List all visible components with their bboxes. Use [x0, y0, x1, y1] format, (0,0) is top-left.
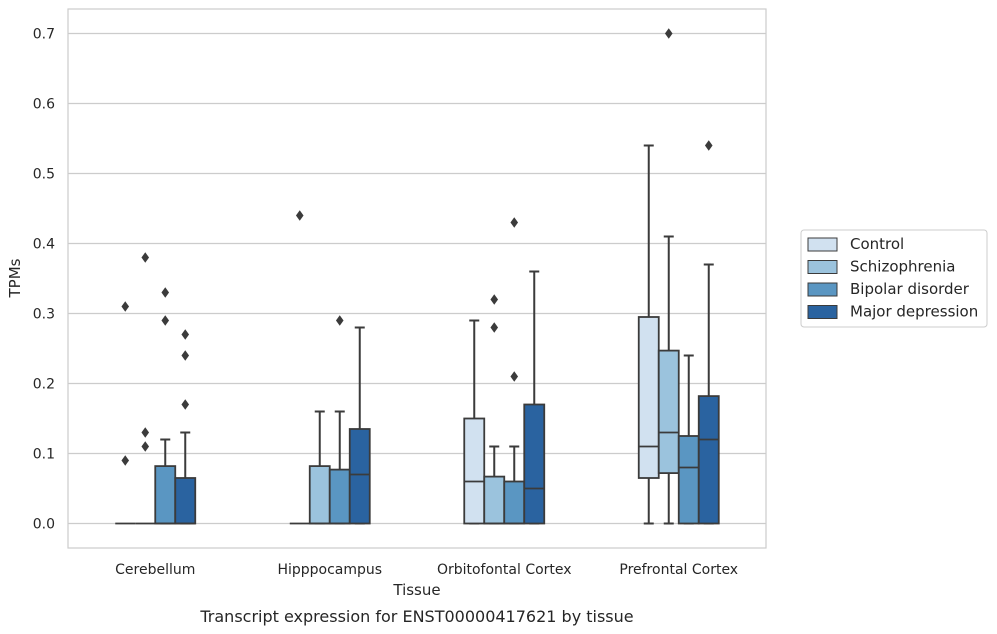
box-bipolar-disorder [154, 287, 177, 525]
box-schizophrenia [483, 294, 506, 525]
outlier-point [141, 252, 150, 263]
outlier-point [704, 140, 713, 151]
box-schizophrenia [308, 410, 331, 525]
y-tick-label: 0.1 [33, 447, 55, 463]
legend-frame [800, 229, 988, 328]
box [657, 349, 680, 475]
legend-swatch [807, 282, 838, 297]
box-bipolar-disorder [328, 315, 351, 525]
outlier-point [161, 315, 170, 326]
x-axis-label: Tissue [392, 581, 440, 599]
outlier-point [141, 441, 150, 452]
x-tick-label: Prefrontal Cortex [619, 562, 738, 578]
y-tick-label: 0.4 [33, 237, 55, 253]
outlier-point [181, 329, 190, 340]
legend-label: Control [850, 235, 904, 253]
box-major-depression [697, 140, 720, 525]
x-tick-label: Orbitofontal Cortex [437, 562, 572, 578]
box [523, 403, 546, 525]
outlier-point [490, 294, 499, 305]
y-tick-label: 0.0 [33, 517, 55, 533]
box [328, 468, 351, 525]
outlier-point [295, 210, 304, 221]
box-major-depression [523, 270, 546, 525]
outlier-point [490, 322, 499, 333]
box [348, 428, 371, 525]
y-tick-label: 0.2 [33, 377, 55, 393]
box-bipolar-disorder [677, 354, 700, 525]
box-schizophrenia [135, 252, 156, 525]
x-tick-label: Cerebellum [115, 562, 195, 578]
legend-swatch [807, 305, 838, 319]
x-tick-labels: Cerebellum Hipppocampus Orbitofontal Corte… [115, 562, 738, 578]
chart-caption: Transcript expression for ENST0000041762… [199, 607, 633, 626]
outlier-point [121, 301, 130, 312]
box-bipolar-disorder [503, 217, 526, 525]
y-tick-labels: 0.0 0.1 0.2 0.3 0.4 0.5 0.6 0.7 [33, 27, 55, 533]
box-control [463, 319, 486, 525]
box [174, 477, 197, 525]
y-tick-label: 0.5 [33, 167, 55, 183]
outlier-point [141, 427, 150, 438]
box-major-depression [174, 329, 197, 525]
box [483, 475, 506, 525]
outlier-point [161, 287, 170, 298]
y-tick-label: 0.7 [33, 27, 55, 43]
legend-label: Schizophrenia [850, 258, 955, 276]
box [463, 417, 486, 525]
outlier-point [121, 455, 130, 466]
y-axis-label: TPMs [6, 258, 24, 298]
box-control [115, 301, 136, 525]
box-schizophrenia [657, 28, 680, 525]
box-groups [115, 28, 720, 525]
box [154, 465, 177, 525]
outlier-point [664, 28, 673, 39]
legend: Control Schizophrenia Bipolar disorder Majo… [800, 229, 988, 328]
legend-label: Major depression [850, 303, 978, 321]
outlier-point [510, 371, 519, 382]
outlier-point [510, 217, 519, 228]
y-tick-label: 0.6 [33, 97, 55, 113]
box [503, 480, 526, 525]
outlier-point [181, 350, 190, 361]
legend-swatch [807, 260, 838, 274]
box [308, 465, 331, 525]
y-tick-label: 0.3 [33, 307, 55, 323]
box [637, 316, 660, 479]
box [697, 395, 720, 525]
box-control [289, 210, 310, 525]
box [677, 435, 700, 525]
box-major-depression [348, 326, 371, 525]
outlier-point [181, 399, 190, 410]
plot-frame [67, 8, 767, 549]
x-tick-label: Hipppocampus [277, 562, 382, 578]
outlier-point [335, 315, 344, 326]
legend-label: Bipolar disorder [850, 280, 970, 298]
box-control [637, 144, 660, 525]
legend-swatch [807, 237, 838, 252]
